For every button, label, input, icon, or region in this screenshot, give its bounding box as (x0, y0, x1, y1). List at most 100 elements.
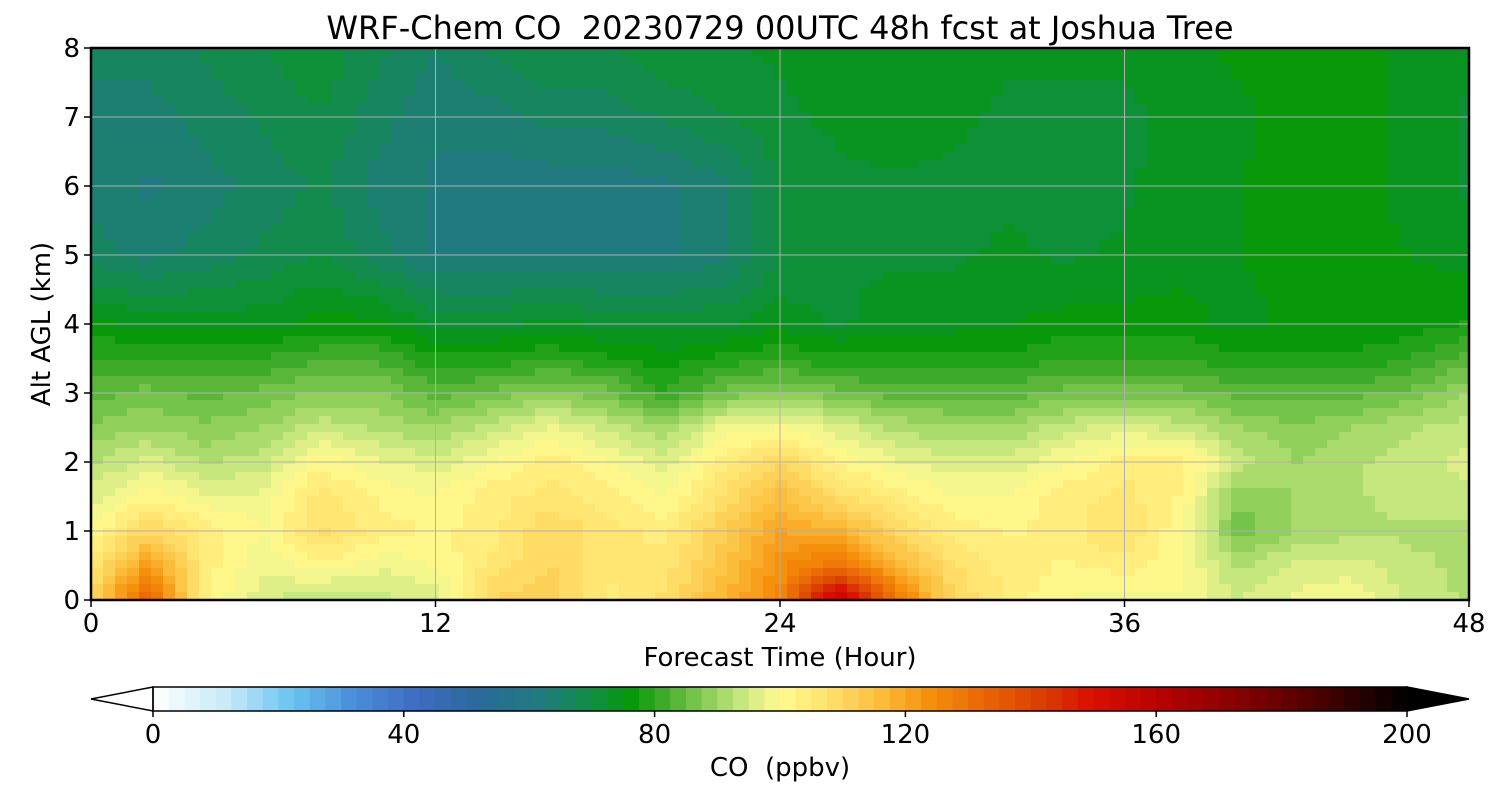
contour-cell (1423, 152, 1436, 161)
contour-cell (1147, 160, 1160, 169)
contour-cell (535, 264, 548, 273)
contour-cell (187, 136, 200, 145)
contour-cell (355, 344, 368, 353)
contour-cell (1339, 192, 1352, 201)
contour-cell (1291, 216, 1304, 225)
contour-cell (1351, 64, 1364, 73)
contour-cell (1147, 288, 1160, 297)
contour-cell (1243, 384, 1256, 393)
contour-cell (1195, 328, 1208, 337)
contour-cell (607, 264, 620, 273)
contour-cell (643, 296, 656, 305)
contour-cell (487, 160, 500, 169)
contour-cell (1135, 120, 1148, 129)
contour-cell (211, 64, 224, 73)
contour-cell (1423, 80, 1436, 89)
contour-cell (955, 376, 968, 385)
contour-cell (1423, 288, 1436, 297)
contour-cell (1423, 72, 1436, 81)
contour-cell (595, 344, 608, 353)
contour-cell (1279, 192, 1292, 201)
contour-cell (1039, 104, 1052, 113)
contour-cell (979, 120, 992, 129)
contour-cell (619, 368, 632, 377)
contour-cell (1111, 48, 1124, 57)
contour-cell (847, 176, 860, 185)
contour-cell (247, 72, 260, 81)
contour-cell (1183, 368, 1196, 377)
contour-cell (475, 280, 488, 289)
contour-cell (583, 368, 596, 377)
contour-cell (343, 200, 356, 209)
contour-cell (619, 280, 632, 289)
contour-cell (559, 264, 572, 273)
contour-cell (1075, 368, 1088, 377)
contour-cell (883, 312, 896, 321)
contour-cell (919, 112, 932, 121)
contour-cell (187, 336, 200, 345)
contour-cell (1339, 264, 1352, 273)
contour-cell (259, 48, 272, 57)
contour-cell (1123, 232, 1136, 241)
contour-cell (667, 48, 680, 57)
contour-cell (847, 200, 860, 209)
contour-cell (859, 160, 872, 169)
contour-cell (127, 264, 140, 273)
contour-cell (1327, 336, 1340, 345)
contour-cell (1231, 304, 1244, 313)
contour-cell (91, 112, 104, 121)
contour-cell (451, 288, 464, 297)
contour-cell (451, 168, 464, 177)
contour-cell (595, 56, 608, 65)
contour-cell (1435, 264, 1448, 273)
contour-cell (955, 344, 968, 353)
contour-cell (1231, 72, 1244, 81)
contour-cell (619, 168, 632, 177)
contour-cell (235, 184, 248, 193)
contour-cell (103, 256, 116, 265)
contour-cell (679, 232, 692, 241)
contour-cell (283, 344, 296, 353)
contour-cell (1351, 144, 1364, 153)
contour-cell (355, 80, 368, 89)
contour-cell (715, 240, 728, 249)
contour-cell (271, 376, 284, 385)
contour-cell (1147, 184, 1160, 193)
contour-cell (1423, 344, 1436, 353)
contour-cell (307, 104, 320, 113)
contour-cell (1099, 376, 1112, 385)
contour-cell (1207, 248, 1220, 257)
contour-cell (739, 328, 752, 337)
contour-cell (679, 224, 692, 233)
contour-cell (487, 328, 500, 337)
contour-cell (1315, 96, 1328, 105)
contour-cell (1435, 72, 1448, 81)
contour-cell (1015, 328, 1028, 337)
contour-cell (1147, 368, 1160, 377)
contour-cell (415, 128, 428, 137)
contour-cell (739, 256, 752, 265)
contour-cell (175, 240, 188, 249)
contour-cell (271, 176, 284, 185)
contour-cell (535, 288, 548, 297)
contour-cell (643, 232, 656, 241)
contour-cell (1039, 208, 1052, 217)
contour-cell (679, 56, 692, 65)
contour-cell (703, 224, 716, 233)
contour-cell (1087, 336, 1100, 345)
contour-cell (259, 208, 272, 217)
contour-cell (1327, 312, 1340, 321)
contour-cell (583, 336, 596, 345)
contour-cell (703, 104, 716, 113)
contour-cell (163, 64, 176, 73)
contour-cell (1387, 56, 1400, 65)
contour-cell (811, 216, 824, 225)
contour-cell (1363, 312, 1376, 321)
contour-cell (1447, 312, 1460, 321)
contour-cell (1375, 176, 1388, 185)
contour-cell (883, 368, 896, 377)
contour-cell (883, 352, 896, 361)
contour-cell (1303, 56, 1316, 65)
contour-cell (139, 296, 152, 305)
contour-cell (859, 216, 872, 225)
